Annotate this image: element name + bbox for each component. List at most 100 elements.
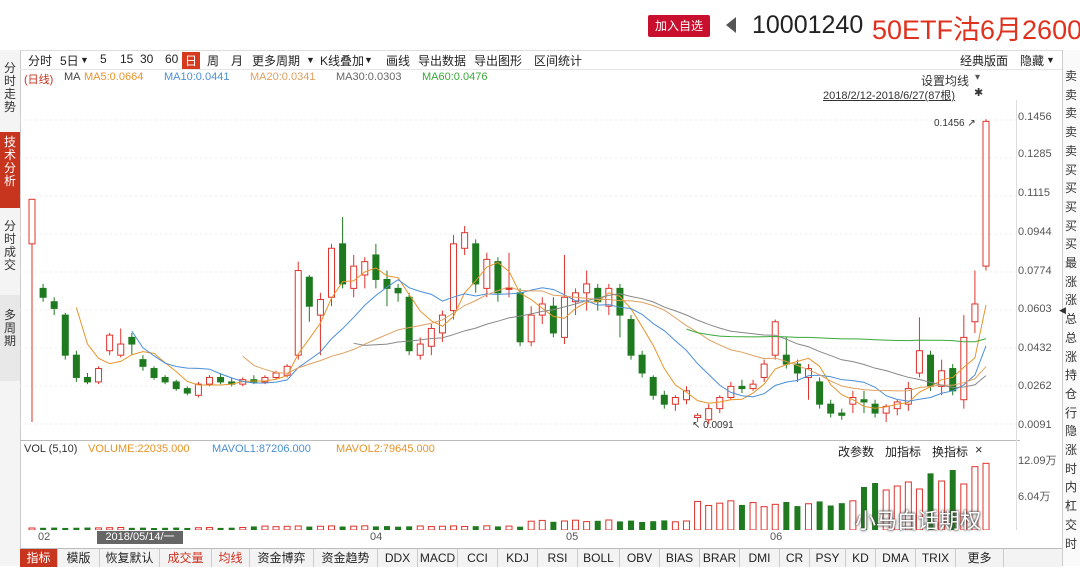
volume-bar bbox=[650, 521, 657, 530]
volume-bar bbox=[162, 527, 169, 530]
indicator-tab-dmi[interactable]: DMI bbox=[740, 549, 780, 567]
volume-bar bbox=[316, 525, 324, 530]
volume-bar bbox=[461, 526, 469, 530]
candle-body bbox=[305, 276, 313, 307]
indicator-tab-指标[interactable]: 指标 bbox=[20, 549, 58, 567]
toolbar-minute[interactable]: 分时 bbox=[28, 54, 53, 68]
indicator-tab-资金博弈[interactable]: 资金博弈 bbox=[250, 549, 314, 567]
toolbar-week[interactable]: 周 bbox=[207, 54, 220, 68]
indicator-tab-rsi[interactable]: RSI bbox=[538, 549, 578, 567]
candle-body bbox=[161, 376, 169, 383]
candle-body bbox=[361, 261, 369, 276]
sidebar-tab-trades[interactable]: 分时成交 bbox=[3, 219, 16, 272]
indicator-tab-cci[interactable]: CCI bbox=[458, 549, 498, 567]
toolbar-15min[interactable]: 15 bbox=[120, 52, 134, 66]
toolbar-30min[interactable]: 30 bbox=[140, 52, 154, 66]
candle-body bbox=[793, 363, 801, 374]
indicator-tab-macd[interactable]: MACD bbox=[418, 549, 458, 567]
toolbar-60min[interactable]: 60 bbox=[165, 52, 179, 66]
indicator-tab-kd[interactable]: KD bbox=[846, 549, 876, 567]
volume-bar bbox=[505, 525, 513, 530]
indicator-tab-更多[interactable]: 更多 bbox=[956, 549, 1004, 567]
volume-bar bbox=[915, 488, 923, 530]
indicator-tab-ddx[interactable]: DDX bbox=[378, 549, 418, 567]
vol-title: VOL (5,10) bbox=[24, 443, 78, 455]
candle-body bbox=[461, 232, 469, 249]
watermark-text: 小马白话期权 bbox=[855, 510, 981, 533]
candle-body bbox=[960, 336, 968, 401]
hide-button[interactable]: 隐藏 bbox=[1020, 54, 1045, 68]
collapse-arrow-icon[interactable]: ◀ bbox=[1059, 305, 1066, 315]
sidebar-tab-multi-period[interactable]: 多周期 bbox=[0, 295, 20, 381]
quote-field-label: 涨 bbox=[1065, 293, 1078, 308]
volume-bar bbox=[339, 526, 346, 530]
toolbar-kline-overlay[interactable]: K线叠加 bbox=[320, 54, 365, 68]
indicator-tab-obv[interactable]: OBV bbox=[620, 549, 660, 567]
toolbar-day[interactable]: 日 bbox=[182, 52, 201, 69]
dropdown-arrow-icon[interactable]: ▼ bbox=[80, 55, 89, 65]
volume-bar bbox=[727, 500, 735, 530]
indicator-tab-brar[interactable]: BRAR bbox=[700, 549, 740, 567]
edit-params-button[interactable]: 改参数 bbox=[838, 445, 875, 459]
add-favorite-button[interactable]: 加入自选 bbox=[648, 15, 710, 37]
indicator-tab-成交量[interactable]: 成交量 bbox=[160, 549, 212, 567]
quote-field-label: 买 bbox=[1065, 237, 1078, 252]
indicator-tab-cr[interactable]: CR bbox=[780, 549, 810, 567]
candle-body bbox=[383, 278, 391, 289]
toolbar-draw-line[interactable]: 画线 bbox=[386, 54, 411, 68]
high-annotation: 0.1456 ↗ bbox=[934, 118, 976, 129]
toolbar-export-data[interactable]: 导出数据 bbox=[418, 54, 467, 68]
candle-body bbox=[638, 354, 646, 374]
toolbar-five-day[interactable]: 5日 bbox=[60, 54, 79, 68]
sidebar-tab-timeline[interactable]: 分时走势 bbox=[3, 61, 16, 114]
candle-body bbox=[494, 261, 502, 294]
prev-arrow-icon[interactable] bbox=[726, 17, 736, 33]
ma20-value: MA20:0.0341 bbox=[250, 71, 316, 83]
indicator-tab-boll[interactable]: BOLL bbox=[578, 549, 620, 567]
indicator-tab-均线[interactable]: 均线 bbox=[212, 549, 250, 567]
chevron-down-icon[interactable]: ▾ bbox=[975, 72, 981, 83]
close-icon[interactable]: × bbox=[975, 442, 983, 457]
indicator-tab-psy[interactable]: PSY bbox=[810, 549, 846, 567]
quote-field-label: 买 bbox=[1065, 218, 1078, 233]
candle-body bbox=[39, 287, 47, 298]
switch-indicator-button[interactable]: 换指标 bbox=[932, 445, 969, 459]
toolbar-more-period[interactable]: 更多周期 bbox=[252, 54, 301, 68]
classic-layout-button[interactable]: 经典版面 bbox=[960, 54, 1009, 68]
volume-bar bbox=[572, 519, 580, 530]
volume-bar bbox=[205, 527, 213, 530]
sidebar-tab-technical[interactable]: 技术分析 bbox=[0, 132, 20, 208]
candle-body bbox=[339, 243, 347, 285]
candle-body bbox=[28, 198, 36, 245]
pin-icon[interactable]: ✱ bbox=[974, 87, 984, 99]
indicator-tab-恢复默认[interactable]: 恢复默认 bbox=[100, 549, 160, 567]
volume-bar bbox=[771, 503, 779, 530]
indicator-tab-模版[interactable]: 模版 bbox=[58, 549, 100, 567]
volume-bar bbox=[794, 506, 801, 530]
indicator-tab-kdj[interactable]: KDJ bbox=[498, 549, 538, 567]
candle-body bbox=[904, 388, 912, 405]
ma30-value: MA30:0.0303 bbox=[336, 71, 402, 83]
dropdown-arrow-icon[interactable]: ▼ bbox=[306, 55, 315, 65]
candle-body bbox=[316, 299, 324, 316]
instrument-code: 10001240 bbox=[752, 11, 864, 39]
candle-body bbox=[183, 388, 191, 394]
toolbar-month[interactable]: 月 bbox=[231, 54, 244, 68]
ma-line bbox=[686, 328, 987, 343]
toolbar-5min[interactable]: 5 bbox=[100, 52, 107, 66]
add-indicator-button[interactable]: 加指标 bbox=[885, 445, 922, 459]
dropdown-arrow-icon[interactable]: ▼ bbox=[1046, 55, 1055, 65]
volume-bar bbox=[361, 525, 369, 530]
indicator-tab-trix[interactable]: TRIX bbox=[916, 549, 956, 567]
indicator-tab-bias[interactable]: BIAS bbox=[660, 549, 700, 567]
toolbar-range-stats[interactable]: 区间统计 bbox=[534, 54, 583, 68]
ma-settings-button[interactable]: 设置均线 bbox=[921, 74, 970, 88]
toolbar-export-image[interactable]: 导出图形 bbox=[474, 54, 523, 68]
volume-bar bbox=[716, 502, 724, 530]
quote-field-label: 买 bbox=[1065, 181, 1078, 196]
candlestick-chart[interactable]: 0.1456 ↗ ↖ 0.0091 bbox=[20, 100, 1020, 440]
indicator-tab-dma[interactable]: DMA bbox=[876, 549, 916, 567]
volume-bar bbox=[838, 503, 845, 530]
indicator-tab-资金趋势[interactable]: 资金趋势 bbox=[314, 549, 378, 567]
dropdown-arrow-icon[interactable]: ▼ bbox=[364, 55, 373, 65]
